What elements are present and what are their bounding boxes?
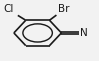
Text: N: N	[80, 28, 87, 38]
Text: Cl: Cl	[3, 4, 14, 14]
Text: Br: Br	[58, 4, 70, 14]
